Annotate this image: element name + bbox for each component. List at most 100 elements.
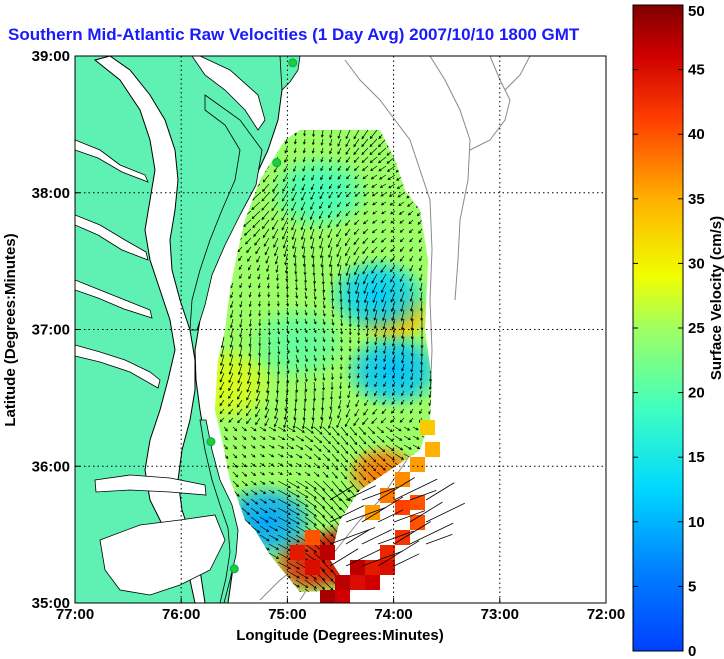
x-axis: 77:00 76:00 75:00 74:00 73:00 72:00 <box>56 598 625 623</box>
bathymetry-contour <box>504 56 531 91</box>
velocity-vector <box>219 399 225 407</box>
colorbar-tick-label: 5 <box>688 578 696 595</box>
velocity-vector <box>267 291 271 298</box>
velocity-vector <box>337 165 342 172</box>
velocity-vector <box>277 498 291 507</box>
velocity-vector <box>322 363 326 371</box>
delmarva-peninsula <box>189 94 263 331</box>
plot-area <box>75 56 606 603</box>
velocity-vector <box>331 453 339 463</box>
velocity-vector <box>286 516 300 525</box>
velocity-vector <box>320 255 324 268</box>
velocity-vector <box>304 372 308 383</box>
velocity-vector <box>232 462 238 468</box>
velocity-vector <box>329 147 333 155</box>
velocity-vector <box>304 471 311 477</box>
y-tick-label: 37:00 <box>32 322 70 339</box>
velocity-vector <box>304 309 308 316</box>
velocity-vector <box>319 237 324 249</box>
velocity-vector <box>337 408 342 419</box>
velocity-vector <box>304 354 308 363</box>
velocity-vector <box>309 210 315 220</box>
velocity-vector <box>372 201 378 206</box>
velocity-vector <box>255 408 261 418</box>
velocity-vector <box>268 426 277 432</box>
velocity-vector <box>358 435 367 445</box>
velocity-vector <box>345 130 351 140</box>
velocity-vector <box>372 408 378 415</box>
velocity-vector <box>259 489 267 495</box>
velocity-vector <box>295 498 309 507</box>
velocity-vector <box>295 327 299 334</box>
velocity-vector <box>311 138 315 146</box>
outlier-vector <box>329 527 376 545</box>
velocity-vector <box>313 507 326 518</box>
velocity-vector <box>244 228 252 236</box>
velocity-vector <box>336 237 342 248</box>
outlier-vector <box>361 486 398 501</box>
velocity-vector <box>265 381 270 394</box>
velocity-vector <box>313 498 326 509</box>
jet-cell <box>320 545 335 560</box>
velocity-vector <box>410 399 414 406</box>
velocity-vector <box>259 516 269 523</box>
velocity-vector <box>345 246 351 257</box>
velocity-vector <box>331 498 342 511</box>
velocity-vector <box>331 480 342 493</box>
velocity-vector <box>268 471 275 475</box>
velocity-vector <box>331 327 335 335</box>
velocity-vector <box>419 282 423 292</box>
velocity-vector <box>329 138 333 147</box>
velocity-vector <box>328 192 333 199</box>
velocity-vector <box>353 255 360 266</box>
velocity-vector <box>419 399 423 406</box>
outlier-vector <box>361 550 403 567</box>
velocity-vector <box>394 453 405 460</box>
velocity-vector <box>313 354 317 362</box>
colorbar-tick-label: 25 <box>688 320 705 337</box>
velocity-vector <box>295 489 309 498</box>
velocity-vector <box>357 336 361 345</box>
velocity-vector <box>236 399 243 408</box>
velocity-vector <box>248 291 252 298</box>
velocity-vector <box>241 480 248 487</box>
velocity-vector <box>286 354 290 364</box>
velocity-vector <box>286 525 300 534</box>
velocity-vector <box>295 336 299 344</box>
velocity-vector <box>357 363 360 370</box>
velocity-vector <box>309 219 315 231</box>
outlier-vector <box>377 509 404 523</box>
velocity-vector <box>291 219 297 231</box>
velocity-vector <box>313 435 323 444</box>
velocity-vector <box>353 156 360 163</box>
velocity-vector <box>253 228 261 237</box>
velocity-vector <box>336 210 342 218</box>
velocity-vector <box>285 381 289 394</box>
velocity-vector <box>320 138 324 146</box>
velocity-vector <box>362 246 369 255</box>
velocity-vector <box>371 228 378 234</box>
velocity-vector <box>295 354 299 364</box>
velocity-vector <box>302 138 306 145</box>
velocity-vector <box>304 453 312 460</box>
velocity-vector <box>329 399 333 411</box>
velocity-vector <box>237 372 243 384</box>
velocity-vector <box>239 300 243 308</box>
colorbar-tick-label: 40 <box>688 126 705 143</box>
velocity-vector <box>374 336 378 346</box>
delaware-bay <box>191 56 266 131</box>
pamlico-sound <box>99 514 226 596</box>
velocity-vector <box>256 381 261 394</box>
colorbar-tick-label: 20 <box>688 385 705 402</box>
velocity-vector <box>283 246 288 258</box>
velocity-vector <box>293 147 297 154</box>
velocity-vector <box>337 130 342 140</box>
velocity-vector <box>320 183 324 190</box>
velocity-vector <box>247 255 252 262</box>
velocity-vector <box>345 219 351 227</box>
velocity-vector <box>277 507 291 516</box>
velocity-vector <box>246 372 252 385</box>
velocity-vector <box>265 390 270 403</box>
velocity-vector <box>310 183 315 191</box>
velocity-vector <box>348 318 352 328</box>
